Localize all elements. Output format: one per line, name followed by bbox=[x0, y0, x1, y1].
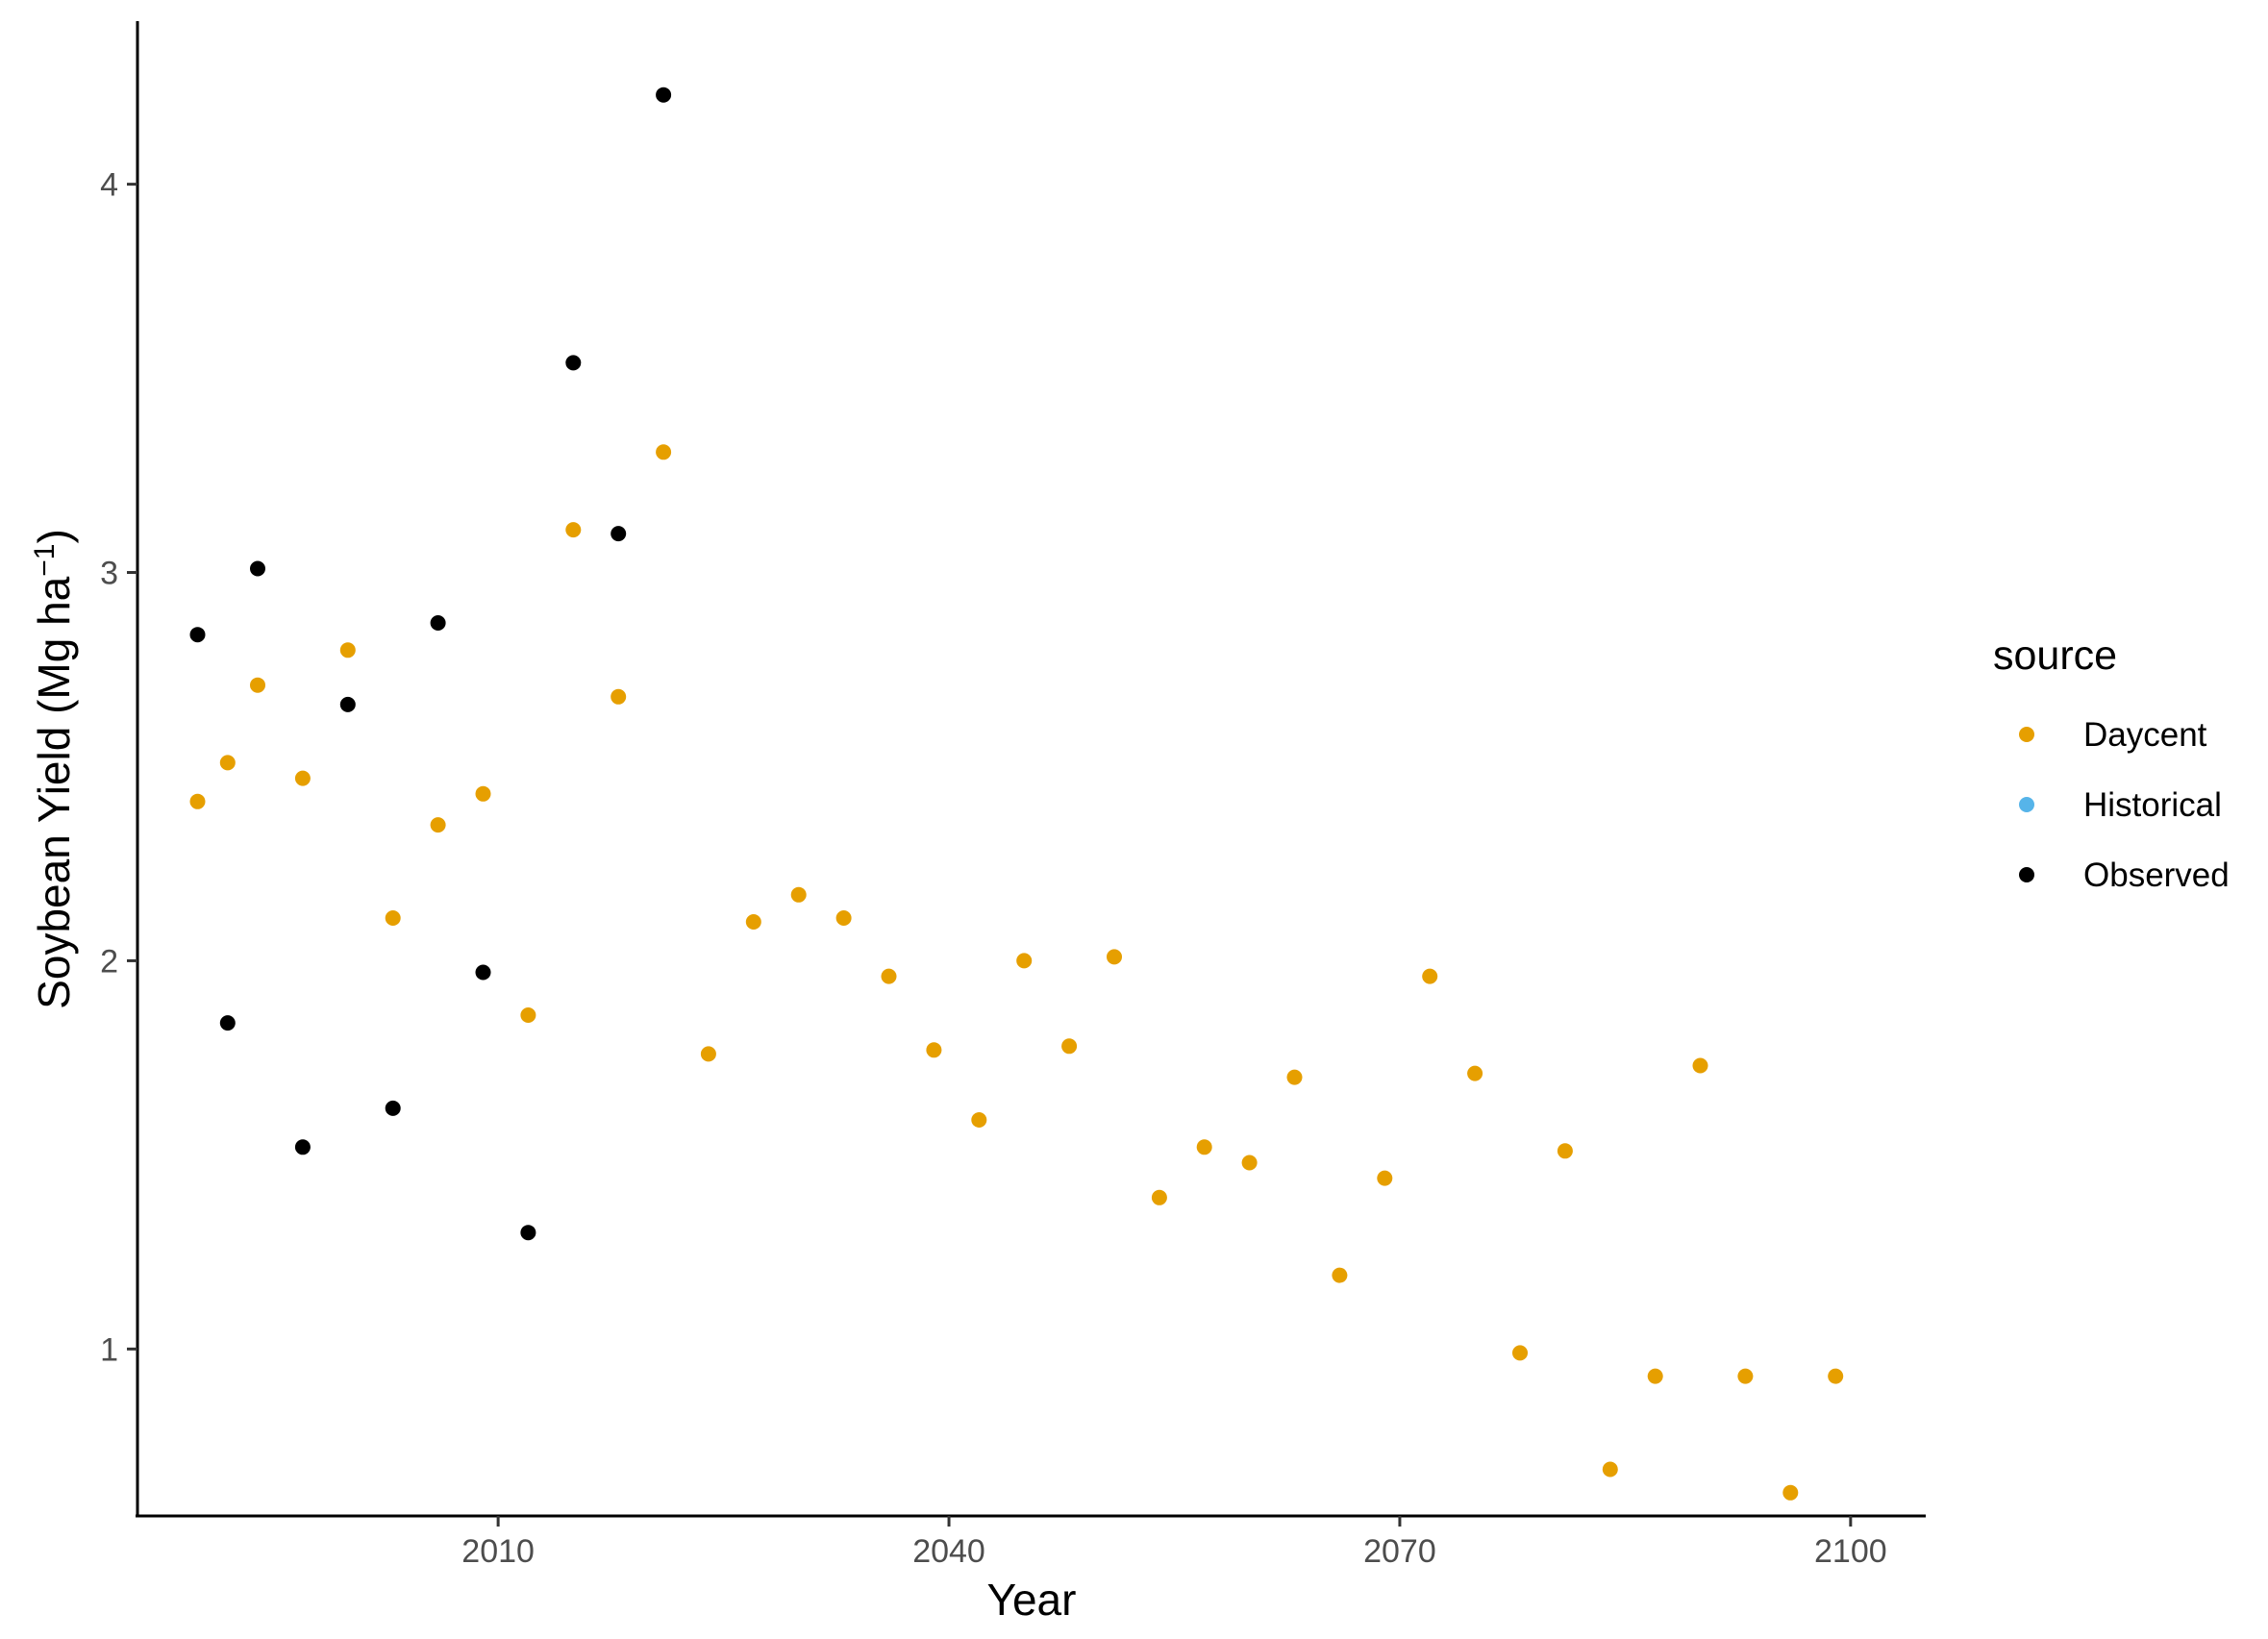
point-daycent bbox=[1151, 1189, 1167, 1205]
point-daycent bbox=[189, 793, 206, 809]
points-layer bbox=[189, 87, 1844, 1501]
point-daycent bbox=[1782, 1484, 1799, 1501]
point-daycent bbox=[339, 642, 356, 658]
point-daycent bbox=[926, 1042, 942, 1058]
legend-label-historical: Historical bbox=[2083, 786, 2222, 824]
legend-key-observed bbox=[2019, 867, 2034, 882]
point-observed bbox=[656, 87, 672, 103]
legend: source Daycent Historical Observed bbox=[1993, 633, 2230, 894]
point-daycent bbox=[1828, 1368, 1844, 1384]
point-daycent bbox=[475, 785, 491, 802]
x-tick-label: 2100 bbox=[1814, 1533, 1887, 1570]
legend-title: source bbox=[1993, 633, 2117, 679]
y-axis-title: Soybean Yield (Mg ha−1) bbox=[29, 529, 79, 1009]
point-daycent bbox=[1737, 1368, 1754, 1384]
point-daycent bbox=[1241, 1155, 1258, 1171]
point-observed bbox=[475, 964, 491, 981]
point-daycent bbox=[881, 968, 897, 984]
point-daycent bbox=[1061, 1038, 1078, 1055]
point-observed bbox=[385, 1100, 401, 1116]
point-daycent bbox=[1692, 1057, 1708, 1074]
point-observed bbox=[430, 615, 446, 631]
point-daycent bbox=[1377, 1170, 1393, 1186]
point-observed bbox=[339, 696, 356, 712]
point-daycent bbox=[294, 770, 311, 786]
point-daycent bbox=[1557, 1143, 1573, 1159]
y-axis-title-main: Soybean Yield (Mg ha bbox=[29, 576, 79, 1008]
point-daycent bbox=[520, 1007, 536, 1023]
point-daycent bbox=[656, 444, 672, 460]
point-observed bbox=[189, 627, 206, 643]
point-daycent bbox=[1422, 968, 1438, 984]
y-axis-ticks: 1 2 3 4 bbox=[100, 167, 137, 1368]
point-observed bbox=[611, 526, 627, 542]
y-tick-label: 3 bbox=[100, 556, 118, 592]
point-observed bbox=[294, 1139, 311, 1155]
point-daycent bbox=[1512, 1345, 1528, 1361]
y-axis-title-end: ) bbox=[29, 529, 79, 543]
point-daycent bbox=[1332, 1267, 1348, 1283]
point-daycent bbox=[1107, 949, 1122, 965]
legend-key-historical bbox=[2019, 797, 2034, 812]
point-daycent bbox=[611, 688, 627, 705]
legend-label-observed: Observed bbox=[2083, 857, 2230, 894]
point-daycent bbox=[1647, 1368, 1663, 1384]
x-axis-ticks: 2010 2040 2070 2100 bbox=[461, 1516, 1887, 1570]
point-observed bbox=[250, 560, 265, 577]
x-tick-label: 2040 bbox=[912, 1533, 985, 1570]
point-observed bbox=[565, 355, 582, 371]
point-daycent bbox=[1286, 1069, 1303, 1085]
point-daycent bbox=[250, 677, 265, 693]
x-tick-label: 2010 bbox=[461, 1533, 535, 1570]
legend-items: Daycent Historical Observed bbox=[2019, 716, 2230, 894]
point-daycent bbox=[565, 522, 582, 538]
x-axis-title: Year bbox=[987, 1575, 1077, 1625]
point-daycent bbox=[219, 755, 236, 771]
legend-key-daycent bbox=[2019, 727, 2034, 742]
point-daycent bbox=[1196, 1139, 1212, 1155]
point-daycent bbox=[385, 910, 401, 926]
point-daycent bbox=[430, 817, 446, 833]
point-observed bbox=[520, 1225, 536, 1241]
legend-label-daycent: Daycent bbox=[2083, 716, 2207, 754]
x-tick-label: 2070 bbox=[1363, 1533, 1436, 1570]
point-daycent bbox=[1602, 1461, 1618, 1478]
y-tick-label: 4 bbox=[100, 167, 118, 204]
point-observed bbox=[219, 1015, 236, 1031]
point-daycent bbox=[1467, 1065, 1483, 1081]
point-daycent bbox=[745, 914, 761, 930]
point-daycent bbox=[971, 1112, 987, 1128]
point-daycent bbox=[1016, 953, 1033, 969]
y-axis-title-superscript: −1 bbox=[29, 544, 61, 577]
point-daycent bbox=[835, 910, 852, 926]
y-tick-label: 1 bbox=[100, 1331, 118, 1368]
point-daycent bbox=[790, 886, 807, 903]
point-daycent bbox=[700, 1046, 716, 1062]
y-tick-label: 2 bbox=[100, 943, 118, 980]
